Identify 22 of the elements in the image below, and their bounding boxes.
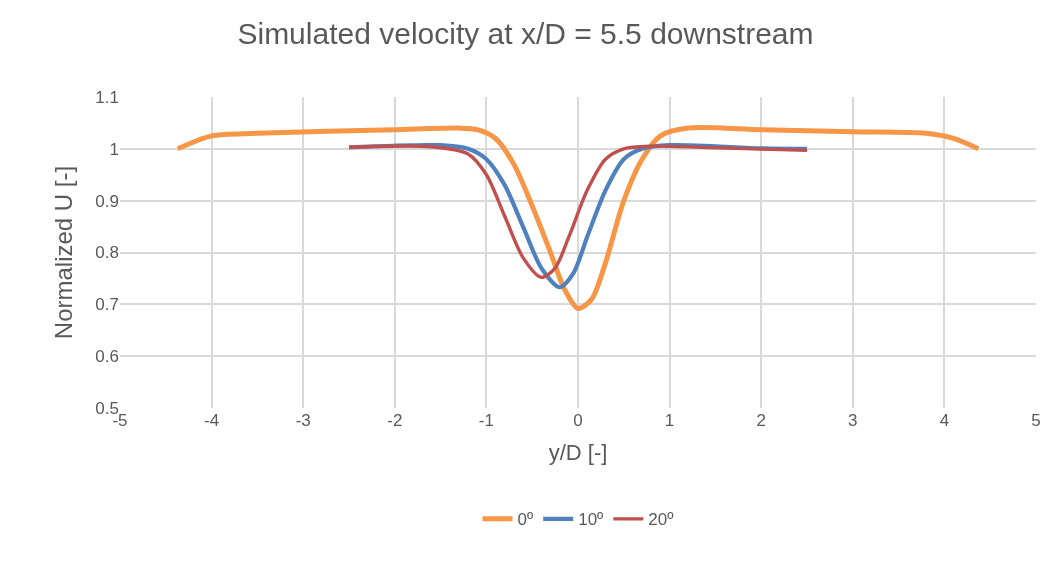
y-tick-label: 0.8 — [95, 243, 119, 263]
x-tick-label: -1 — [478, 411, 494, 430]
y-tick-label: 0.7 — [95, 295, 119, 315]
x-tick-label: 1 — [664, 411, 675, 430]
y-tick-label: 1 — [109, 139, 119, 159]
x-tick-label: 5 — [1031, 411, 1041, 430]
x-axis-title: y/D [-] — [548, 439, 608, 465]
y-axis-title: Normalized U [-] — [50, 165, 78, 340]
legend-label: 0º — [517, 510, 534, 530]
legend-label: 10º — [578, 510, 604, 530]
y-tick-label: 1.1 — [95, 87, 119, 107]
legend-label: 20º — [648, 510, 674, 530]
x-tick-label: -2 — [387, 411, 403, 430]
chart-title: Simulated velocity at x/D = 5.5 downstream — [237, 17, 814, 51]
y-tick-label: 0.9 — [95, 191, 119, 211]
x-tick-label: 0 — [573, 411, 583, 430]
x-tick-label: 4 — [939, 411, 950, 430]
x-tick-label: 2 — [756, 411, 766, 430]
x-tick-label: -3 — [295, 411, 311, 430]
x-tick-label: 3 — [848, 411, 858, 430]
y-tick-label: 0.6 — [95, 347, 119, 367]
x-tick-label: -4 — [204, 411, 220, 430]
